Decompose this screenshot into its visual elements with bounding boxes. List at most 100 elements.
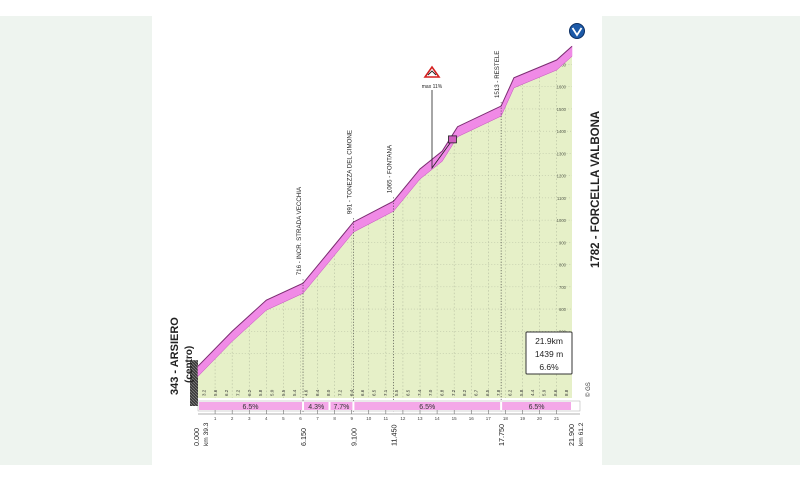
x-tick-label: 4 [265, 416, 268, 421]
y-tick-label: 1600 [557, 85, 567, 90]
gradient-section-bar [199, 402, 303, 410]
start-label: 343 - ARSIERO [169, 317, 181, 395]
slope-value: 6.6 [360, 389, 365, 396]
x-tick-label: 3 [248, 416, 251, 421]
slope-value: 8.6 [553, 389, 558, 396]
slope-value: 7.2 [235, 389, 240, 396]
start-km-marker: km 39.3 [203, 422, 210, 446]
x-tick-label: 6 [299, 416, 302, 421]
slope-value: 6.2 [224, 389, 229, 396]
slope-value: 4.4 [530, 389, 535, 396]
slope-value: 6.5 [485, 389, 490, 396]
profile-underline [197, 56, 573, 377]
max-gradient-label: max 11% [422, 84, 443, 90]
steep-climb-icon [423, 65, 441, 78]
slope-value: 8.2 [462, 389, 467, 396]
gradient-section-label: 6.5% [419, 404, 435, 411]
waypoint-label: 1065 - FONTANA [387, 144, 394, 193]
right-panel [602, 16, 800, 465]
slope-value: 5.0 [269, 389, 274, 396]
x-tick-label: 13 [418, 416, 424, 421]
slope-value: 7.2 [451, 389, 456, 396]
x-tick-label: 21 [554, 416, 560, 421]
waypoint-distance: 9.100 [349, 428, 358, 446]
slope-value: 6.8 [439, 389, 444, 396]
x-tick-label: 10 [366, 416, 372, 421]
x-tick-label: 2 [231, 416, 234, 421]
waypoint-distance: 11.450 [390, 425, 399, 446]
summary-length: 21.9km [535, 336, 563, 346]
left-panel [0, 16, 152, 465]
slope-value: 7.8 [496, 389, 501, 396]
x-tick-label: 20 [537, 416, 543, 421]
x-tick-label: 7 [316, 416, 319, 421]
waypoint-label: 716 - INCR. STRADA VECCHIA [296, 186, 303, 275]
x-tick-label: 17 [486, 416, 492, 421]
slope-value: 5.8 [258, 389, 263, 396]
x-tick-label: 11 [384, 416, 389, 421]
y-tick-label: 700 [559, 285, 567, 290]
finish-distance: 21.900 [567, 424, 576, 446]
slope-value: 8.4 [315, 389, 320, 396]
slope-value: 7.4 [417, 389, 422, 396]
y-tick-label: 1500 [557, 107, 567, 112]
slope-value: 5.8 [519, 389, 524, 396]
slope-value: 6.4 [349, 389, 354, 396]
finish-v-icon [569, 23, 585, 39]
gradient-section-label: 7.7% [333, 404, 349, 411]
y-tick-label: 1000 [557, 218, 567, 223]
summary-box: 21.9km 1439 m 6.6% [525, 331, 573, 375]
max-gradient-box [448, 135, 457, 144]
y-tick-label: 1100 [557, 196, 567, 201]
gradient-section-label: 6.5% [243, 404, 259, 411]
waypoint-distance: 17.750 [497, 424, 506, 446]
y-tick-label: 900 [559, 240, 567, 245]
max-gradient-pointer [431, 90, 453, 170]
slope-value: 6.2 [507, 389, 512, 396]
x-tick-label: 19 [520, 416, 526, 421]
gradient-section-bar [304, 402, 329, 410]
y-tick-label: 1200 [557, 174, 567, 179]
start-wall [190, 360, 198, 406]
start-sublabel: (centro) [184, 346, 195, 383]
summary-box-frame [525, 331, 573, 375]
slope-value: 5.9 [541, 389, 546, 396]
y-tick-label: 1400 [557, 129, 567, 134]
x-tick-label: 18 [503, 416, 509, 421]
slope-value: 6.2 [247, 389, 252, 396]
gradient-section-bar [354, 402, 501, 410]
x-tick-label: 12 [400, 416, 406, 421]
x-tick-label: 1 [214, 416, 217, 421]
x-tick-label: 14 [435, 416, 441, 421]
slope-value: 5.6 [213, 389, 218, 396]
slope-value: 3.2 [201, 389, 206, 396]
waypoint-distance: 6.150 [299, 428, 308, 446]
summary-gain: 1439 m [535, 349, 563, 359]
profile-line [197, 45, 573, 367]
slope-value: 7.1 [383, 389, 388, 396]
finish-label: 1782 - FORCELLA VALBONA [590, 111, 602, 268]
slope-value: 4.6 [303, 389, 308, 396]
y-tick-label: 1300 [557, 151, 567, 156]
x-tick-label: 15 [452, 416, 458, 421]
slope-value: 6.7 [473, 389, 478, 396]
slope-value: 6.5 [405, 389, 410, 396]
x-tick-label: 9 [350, 416, 353, 421]
gradient-section-label: 6.5% [529, 404, 545, 411]
slope-value: 8.8 [564, 389, 569, 396]
waypoint-label: 1513 - RESTELE [494, 51, 501, 98]
y-tick-label: 800 [559, 263, 567, 268]
slope-value: 5.5 [394, 389, 399, 396]
waypoint-label: 991 - TONEZZA DEL CIMONE [346, 130, 353, 214]
summary-gradient: 6.6% [539, 362, 559, 372]
slope-value: 7.0 [428, 389, 433, 396]
gradient-section-label: 4.3% [308, 404, 324, 411]
finish-km-marker: km 61.2 [578, 422, 585, 446]
x-tick-label: 8 [333, 416, 336, 421]
slope-value: 5.5 [281, 389, 286, 396]
slope-value: 6.5 [371, 389, 376, 396]
x-tick-label: 5 [282, 416, 285, 421]
start-distance: 0.000 [192, 428, 201, 446]
profile-area [198, 46, 572, 399]
